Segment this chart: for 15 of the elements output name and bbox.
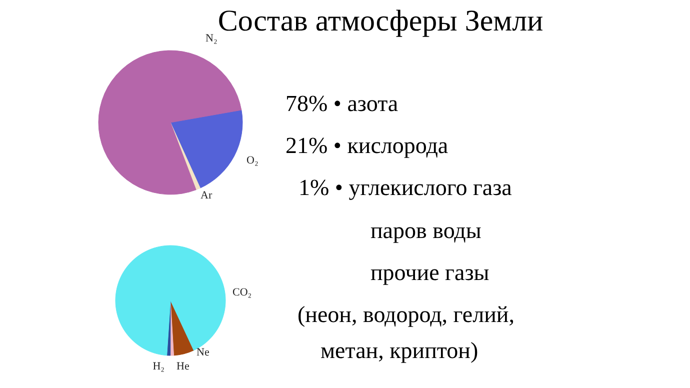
slice-label: Ne	[196, 346, 210, 358]
text: паров воды	[370, 218, 482, 243]
text: Состав атмосферы Земли	[218, 4, 544, 38]
text: прочие газы	[370, 260, 490, 285]
text: 21% • кислорода	[286, 133, 448, 158]
slice-label: H₂	[152, 360, 165, 372]
slice-label: O₂	[246, 154, 258, 166]
text: 1% • углекислого газа	[298, 175, 512, 200]
slice-label: Ar	[200, 190, 212, 202]
text: 78% • азота	[286, 91, 398, 116]
text: метан, криптон)	[320, 338, 478, 363]
slice-label: He	[176, 360, 190, 372]
slice-label: CO₂	[232, 286, 252, 298]
text: (неон, водород, гелий,	[298, 302, 514, 327]
slice-label: N₂	[206, 32, 218, 44]
